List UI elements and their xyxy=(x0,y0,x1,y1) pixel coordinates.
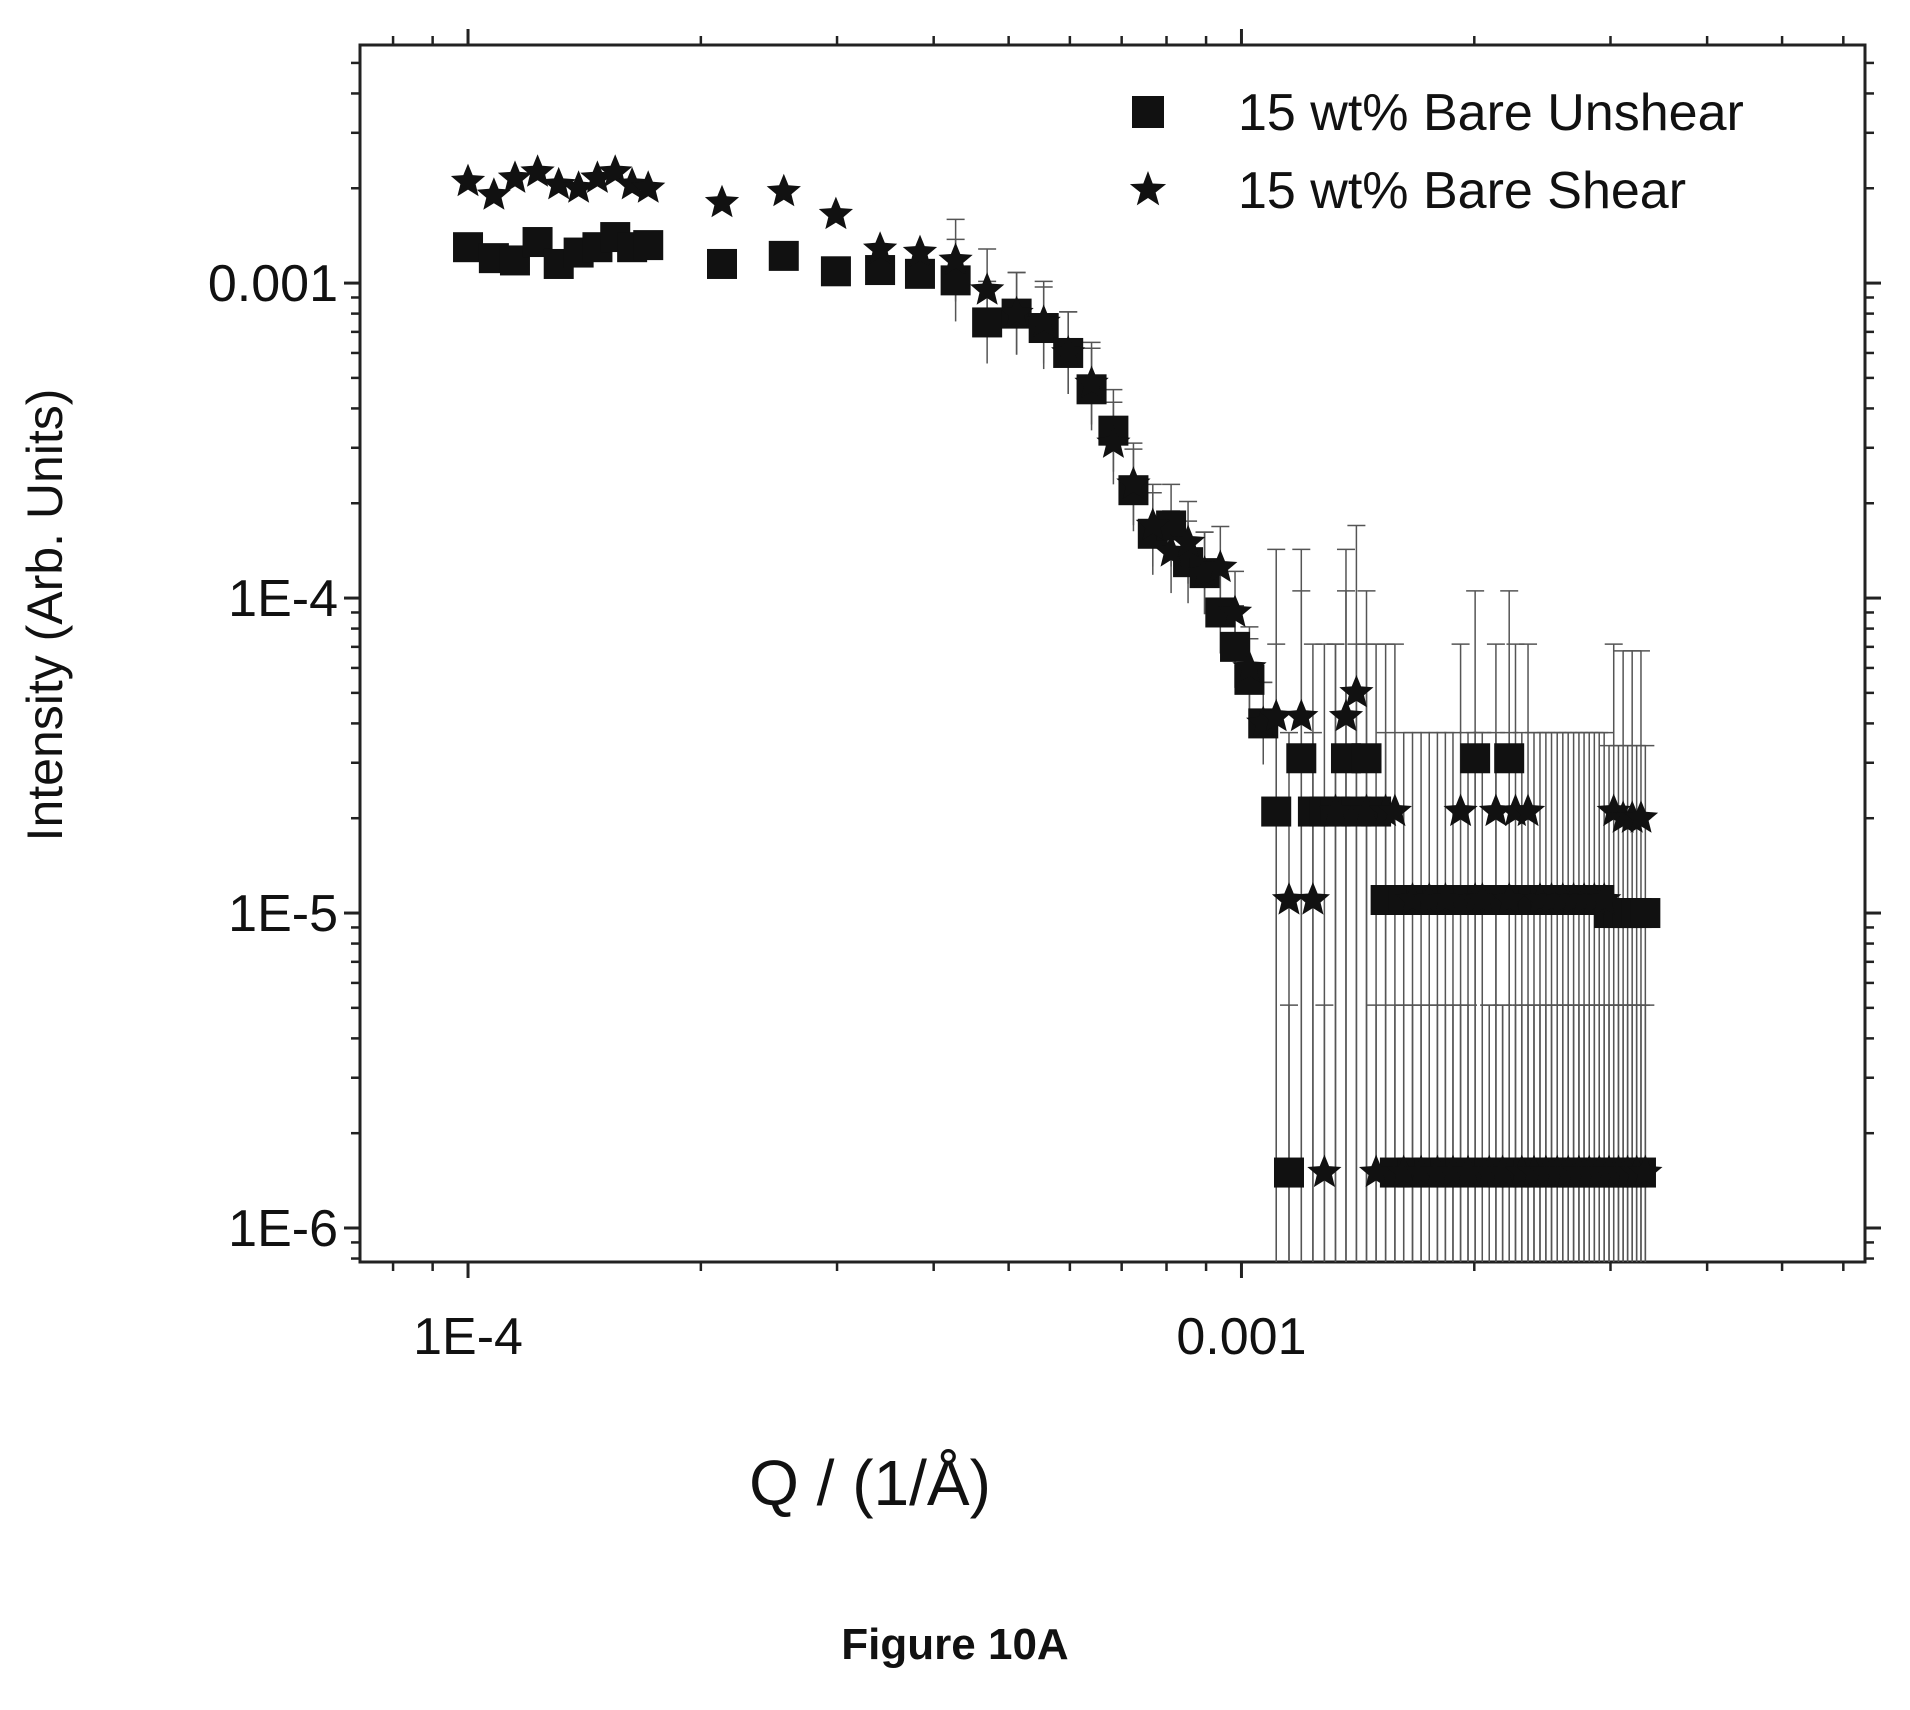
legend-marker-star xyxy=(1129,171,1167,206)
data-point-square xyxy=(940,265,971,296)
data-point-square xyxy=(1261,796,1292,827)
data-point-square xyxy=(633,230,664,261)
data-point-star xyxy=(450,163,486,197)
y-axis-title: Intensity (Arb. Units) xyxy=(17,389,73,842)
data-point-square xyxy=(453,232,484,263)
data-point-star xyxy=(1386,1154,1421,1188)
data-point-star xyxy=(520,154,555,187)
data-point-star xyxy=(1510,793,1546,827)
data-point-star xyxy=(1478,793,1513,827)
legend: 15 wt% Bare Unshear 15 wt% Bare Shear xyxy=(1129,84,1744,220)
data-point-star xyxy=(1339,674,1374,708)
data-point-star xyxy=(598,154,633,187)
axis-ticks: 1E-4 0.001 1E-6 1E-5 1E-4 0.001 xyxy=(208,29,1881,1366)
data-point-star xyxy=(1232,649,1267,683)
data-point-square xyxy=(1494,743,1525,774)
data-point-star xyxy=(1450,1154,1486,1188)
series-unshear xyxy=(453,222,1661,1188)
data-point-star xyxy=(1246,705,1281,738)
data-point-star xyxy=(1377,793,1412,827)
y-tick-label: 0.001 xyxy=(208,255,338,313)
data-point-square xyxy=(707,248,738,279)
data-point-star xyxy=(1284,698,1319,732)
data-series xyxy=(450,154,1663,1188)
data-point-star xyxy=(1203,549,1238,583)
legend-label: 15 wt% Bare Shear xyxy=(1238,162,1686,220)
data-point-star xyxy=(970,272,1005,305)
data-point-square xyxy=(1630,898,1661,929)
data-point-star xyxy=(1328,698,1364,732)
data-point-star xyxy=(1443,793,1478,827)
data-point-star xyxy=(1492,882,1527,915)
data-point-star xyxy=(999,295,1034,329)
data-point-star xyxy=(902,234,938,268)
data-point-star xyxy=(818,196,853,230)
data-point-star xyxy=(1428,882,1463,915)
legend-marker-square xyxy=(1132,96,1164,128)
data-point-star xyxy=(1359,1154,1394,1188)
data-point-star xyxy=(1026,304,1061,337)
data-point-star xyxy=(1170,524,1206,558)
data-point-square xyxy=(904,258,935,289)
data-point-star xyxy=(580,160,615,193)
data-point-star xyxy=(1096,425,1131,458)
data-point-star xyxy=(497,160,533,193)
y-tick-label: 1E-4 xyxy=(228,570,338,628)
data-point-square xyxy=(865,255,896,286)
data-point-star xyxy=(476,177,511,210)
data-point-square xyxy=(972,307,1003,338)
data-point-square xyxy=(1273,1157,1304,1188)
data-point-star xyxy=(1349,793,1384,827)
data-point-star xyxy=(1295,882,1330,915)
x-tick-label: 0.001 xyxy=(1176,1308,1306,1366)
data-point-star xyxy=(561,170,596,203)
data-point-square xyxy=(1351,743,1382,774)
data-point-star xyxy=(1318,793,1353,827)
y-tick-label: 1E-6 xyxy=(228,1200,338,1258)
data-point-star xyxy=(1116,466,1151,499)
data-point-star xyxy=(1074,365,1109,398)
data-point-star xyxy=(1259,698,1294,732)
data-point-square xyxy=(768,240,799,271)
data-point-star xyxy=(704,184,740,218)
error-bars xyxy=(946,218,1655,1262)
data-point-star xyxy=(1623,800,1659,833)
data-point-star xyxy=(1472,1154,1507,1188)
x-tick-label: 1E-4 xyxy=(413,1308,523,1366)
data-point-star xyxy=(1135,507,1170,540)
data-point-star xyxy=(1628,1154,1663,1188)
data-point-star xyxy=(541,166,576,200)
series-shear xyxy=(450,154,1663,1188)
data-point-star xyxy=(863,231,898,264)
plot-frame xyxy=(358,43,1867,1264)
data-point-star xyxy=(938,242,973,275)
data-point-star xyxy=(1587,882,1622,915)
data-point-star xyxy=(631,170,666,203)
data-point-star xyxy=(1051,335,1086,368)
plot-border xyxy=(358,43,1867,1264)
data-point-square xyxy=(820,256,851,287)
x-axis-title: Q / (1/Å) xyxy=(749,1447,991,1519)
data-point-square xyxy=(1460,743,1491,774)
data-point-star xyxy=(766,173,801,207)
data-point-star xyxy=(1217,594,1253,627)
data-point-square xyxy=(1286,743,1317,774)
figure-caption: Figure 10A xyxy=(841,1620,1069,1669)
data-point-star xyxy=(1271,882,1307,915)
legend-label: 15 wt% Bare Unshear xyxy=(1238,84,1744,142)
data-point-square xyxy=(1220,631,1251,662)
data-point-star xyxy=(1485,1154,1520,1188)
data-point-star xyxy=(1307,1154,1342,1188)
y-tick-label: 1E-5 xyxy=(228,885,338,943)
data-point-star xyxy=(1465,882,1500,915)
data-point-star xyxy=(1154,534,1189,567)
